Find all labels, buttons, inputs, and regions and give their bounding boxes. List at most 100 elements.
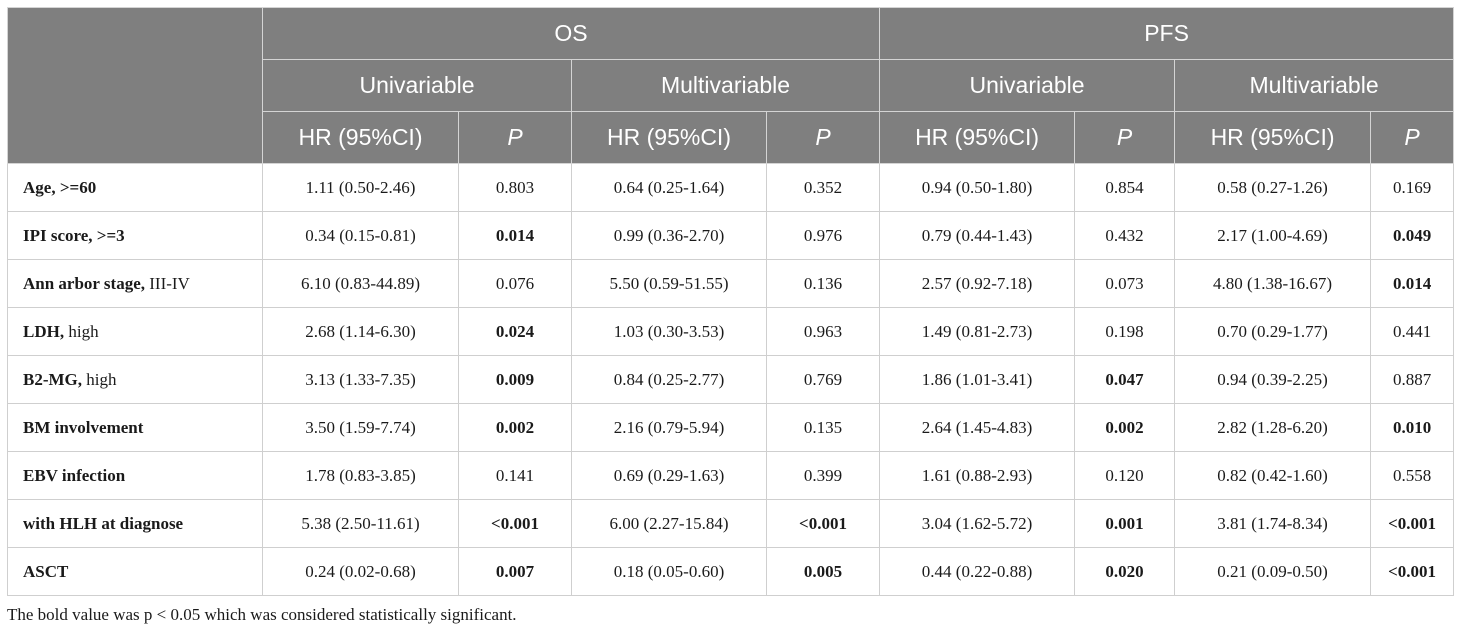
pfs-uni-p-cell: 0.198 [1074, 307, 1176, 356]
os-multi-hr-cell: 0.18 (0.05-0.60) [571, 547, 767, 596]
os-multi-p-cell: 0.963 [765, 307, 881, 356]
hazard-ratio-table: OS PFS Univariable Multivariable Univari… [7, 7, 1455, 596]
os-uni-hr-cell: 3.13 (1.33-7.35) [262, 355, 459, 404]
pfs-uni-p-cell: 0.854 [1074, 163, 1176, 212]
table-row: with HLH at diagnose 5.38 (2.50-11.61) <… [7, 499, 1455, 548]
os-multi-hr-cell: 1.03 (0.30-3.53) [571, 307, 767, 356]
header-pfs-univariable: Univariable [879, 59, 1176, 112]
row-label-rest: high [64, 321, 99, 341]
table-footnote: The bold value was p < 0.05 which was co… [7, 605, 517, 624]
pfs-uni-p-cell: 0.120 [1074, 451, 1176, 500]
header-os-univariable: Univariable [262, 59, 572, 112]
row-label: LDH, high [7, 307, 263, 356]
table-row: IPI score, >=3 0.34 (0.15-0.81) 0.014 0.… [7, 211, 1455, 260]
os-multi-p-cell: <0.001 [765, 499, 881, 548]
pfs-uni-hr-cell: 0.94 (0.50-1.80) [879, 163, 1076, 212]
os-uni-hr-cell: 0.24 (0.02-0.68) [262, 547, 459, 596]
header-os-uni-p: P [458, 111, 572, 164]
row-label-bold: with HLH at diagnose [23, 513, 184, 533]
row-label-bold: ASCT [23, 561, 69, 581]
pfs-multi-hr-cell: 2.17 (1.00-4.69) [1174, 211, 1372, 260]
row-label: BM involvement [7, 403, 263, 452]
os-uni-p-cell: 0.024 [458, 307, 572, 356]
pfs-multi-p-cell: 0.441 [1370, 307, 1455, 356]
table-row: Ann arbor stage, III-IV 6.10 (0.83-44.89… [7, 259, 1455, 308]
row-label-rest: high [82, 369, 117, 389]
pfs-multi-p-cell: 0.010 [1370, 403, 1455, 452]
os-multi-p-cell: 0.769 [765, 355, 881, 404]
pfs-uni-p-cell: 0.020 [1074, 547, 1176, 596]
os-multi-p-cell: 0.352 [765, 163, 881, 212]
pfs-multi-hr-cell: 0.70 (0.29-1.77) [1174, 307, 1372, 356]
pfs-multi-p-cell: 0.169 [1370, 163, 1455, 212]
row-label-bold: BM involvement [23, 417, 144, 437]
header-pfs-uni-hr: HR (95%CI) [879, 111, 1076, 164]
row-label-bold: LDH, [23, 321, 65, 341]
pfs-multi-hr-cell: 0.58 (0.27-1.26) [1174, 163, 1372, 212]
pfs-uni-hr-cell: 1.61 (0.88-2.93) [879, 451, 1076, 500]
os-uni-hr-cell: 1.78 (0.83-3.85) [262, 451, 459, 500]
pfs-multi-p-cell: <0.001 [1370, 499, 1455, 548]
pfs-multi-hr-cell: 2.82 (1.28-6.20) [1174, 403, 1372, 452]
row-label-bold: IPI score, >=3 [23, 225, 125, 245]
header-pfs-multi-p: P [1370, 111, 1455, 164]
pfs-multi-p-cell: 0.014 [1370, 259, 1455, 308]
pfs-multi-hr-cell: 0.94 (0.39-2.25) [1174, 355, 1372, 404]
os-uni-hr-cell: 2.68 (1.14-6.30) [262, 307, 459, 356]
pfs-uni-hr-cell: 0.44 (0.22-0.88) [879, 547, 1076, 596]
pfs-multi-hr-cell: 0.82 (0.42-1.60) [1174, 451, 1372, 500]
header-os-multi-hr: HR (95%CI) [571, 111, 767, 164]
row-label: Age, >=60 [7, 163, 263, 212]
pfs-multi-hr-cell: 0.21 (0.09-0.50) [1174, 547, 1372, 596]
header-os-uni-hr: HR (95%CI) [262, 111, 459, 164]
pfs-uni-hr-cell: 0.79 (0.44-1.43) [879, 211, 1076, 260]
os-uni-hr-cell: 1.11 (0.50-2.46) [262, 163, 459, 212]
pfs-uni-hr-cell: 2.57 (0.92-7.18) [879, 259, 1076, 308]
pfs-uni-p-cell: 0.073 [1074, 259, 1176, 308]
header-pfs: PFS [879, 7, 1455, 60]
pfs-uni-hr-cell: 1.49 (0.81-2.73) [879, 307, 1076, 356]
os-uni-hr-cell: 3.50 (1.59-7.74) [262, 403, 459, 452]
os-multi-hr-cell: 6.00 (2.27-15.84) [571, 499, 767, 548]
os-uni-hr-cell: 6.10 (0.83-44.89) [262, 259, 459, 308]
row-label-rest: III-IV [145, 273, 190, 293]
os-multi-p-cell: 0.005 [765, 547, 881, 596]
os-uni-hr-cell: 5.38 (2.50-11.61) [262, 499, 459, 548]
row-label: EBV infection [7, 451, 263, 500]
os-uni-p-cell: 0.014 [458, 211, 572, 260]
pfs-uni-p-cell: 0.047 [1074, 355, 1176, 404]
os-uni-p-cell: 0.803 [458, 163, 572, 212]
pfs-multi-p-cell: 0.887 [1370, 355, 1455, 404]
header-pfs-uni-p: P [1074, 111, 1176, 164]
pfs-uni-hr-cell: 1.86 (1.01-3.41) [879, 355, 1076, 404]
table-row: LDH, high 2.68 (1.14-6.30) 0.024 1.03 (0… [7, 307, 1455, 356]
os-uni-p-cell: <0.001 [458, 499, 572, 548]
header-os-multi-p: P [765, 111, 881, 164]
os-multi-p-cell: 0.399 [765, 451, 881, 500]
os-multi-hr-cell: 0.64 (0.25-1.64) [571, 163, 767, 212]
os-multi-hr-cell: 0.99 (0.36-2.70) [571, 211, 767, 260]
pfs-uni-hr-cell: 3.04 (1.62-5.72) [879, 499, 1076, 548]
row-label: IPI score, >=3 [7, 211, 263, 260]
os-uni-hr-cell: 0.34 (0.15-0.81) [262, 211, 459, 260]
header-os-multivariable: Multivariable [570, 59, 881, 112]
header-row-groups: OS PFS [7, 7, 1455, 164]
pfs-uni-p-cell: 0.002 [1074, 403, 1176, 452]
row-label-bold: B2-MG, [23, 369, 83, 389]
table-row: EBV infection 1.78 (0.83-3.85) 0.141 0.6… [7, 451, 1455, 500]
os-multi-p-cell: 0.135 [765, 403, 881, 452]
os-multi-hr-cell: 0.84 (0.25-2.77) [571, 355, 767, 404]
pfs-multi-hr-cell: 3.81 (1.74-8.34) [1174, 499, 1372, 548]
os-uni-p-cell: 0.076 [458, 259, 572, 308]
row-label-bold: Ann arbor stage, [23, 273, 145, 293]
table-row: ASCT 0.24 (0.02-0.68) 0.007 0.18 (0.05-0… [7, 547, 1455, 596]
os-uni-p-cell: 0.009 [458, 355, 572, 404]
row-label: with HLH at diagnose [7, 499, 263, 548]
pfs-uni-p-cell: 0.432 [1074, 211, 1176, 260]
pfs-multi-p-cell: <0.001 [1370, 547, 1455, 596]
os-multi-p-cell: 0.976 [765, 211, 881, 260]
results-table-container: OS PFS Univariable Multivariable Univari… [7, 7, 1455, 596]
row-label-bold: EBV infection [23, 465, 126, 485]
table-row: B2-MG, high 3.13 (1.33-7.35) 0.009 0.84 … [7, 355, 1455, 404]
header-corner-cell [7, 7, 263, 164]
